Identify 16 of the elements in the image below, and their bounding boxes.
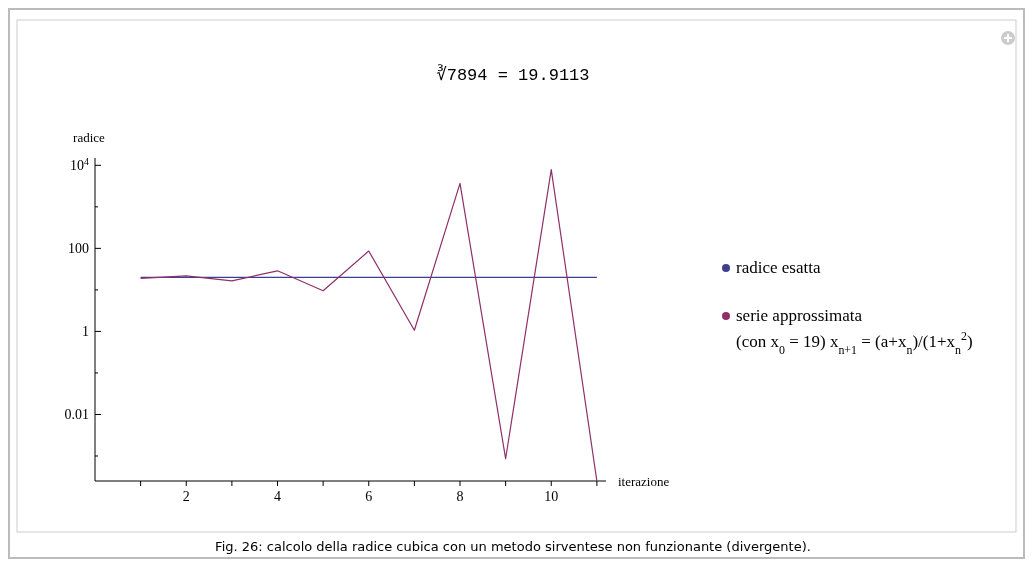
legend-label: radice esatta (736, 258, 821, 277)
text: serie approssimata (con x$_{0}$ = 19) x$_{n+1}$ = (a+x$_{n}$)/(1+x$_{n}$$^{2}$) (736, 306, 973, 357)
y-tick-label: 1 (82, 324, 89, 340)
x-tick-label: 6 (365, 489, 373, 504)
x-tick-label: 2 (182, 489, 190, 504)
x-tick-label: 4 (274, 489, 281, 504)
line-series (140, 168, 598, 481)
y-tick-label: 10$^{4}$ (70, 155, 90, 174)
chart-title: ∛7894 = 19.9113 (436, 64, 590, 85)
y-tick-label: 0.01 (64, 407, 89, 423)
y-axis-title: radice (73, 130, 106, 145)
caption: Fig. 26: calcolo della radice cubica con un metodo sirventese non funzionante (divergente). (215, 539, 811, 554)
x-axis-title: iterazione (618, 474, 670, 489)
x-tick-label: 10 (544, 489, 559, 504)
y-tick-label: 100 (68, 241, 89, 257)
x-tick-label: 8 (456, 489, 464, 504)
